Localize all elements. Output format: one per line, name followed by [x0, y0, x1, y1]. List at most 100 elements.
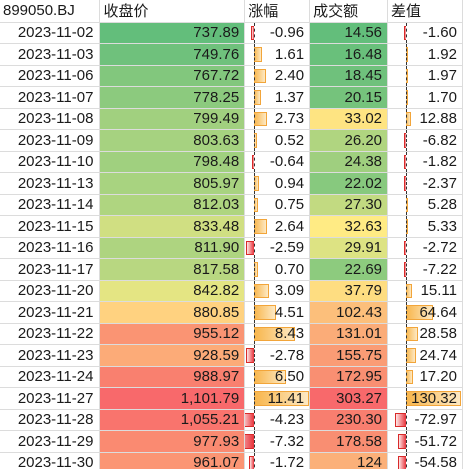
- amount-cell[interactable]: 27.30: [309, 194, 389, 216]
- amount-cell[interactable]: 32.63: [309, 215, 389, 238]
- diff-cell[interactable]: -7.22: [387, 258, 463, 281]
- date-cell[interactable]: 2023-11-30: [0, 452, 101, 469]
- amount-cell[interactable]: 22.69: [309, 258, 389, 281]
- amount-cell[interactable]: 303.27: [309, 387, 389, 410]
- date-cell[interactable]: 2023-11-17: [0, 258, 101, 281]
- change-cell[interactable]: 2.40: [244, 65, 311, 87]
- diff-cell[interactable]: 17.20: [387, 366, 463, 388]
- close-cell[interactable]: 833.48: [99, 215, 246, 238]
- change-cell[interactable]: -0.96: [244, 22, 311, 44]
- change-cell[interactable]: 3.09: [244, 280, 311, 302]
- date-cell[interactable]: 2023-11-21: [0, 301, 101, 324]
- date-cell[interactable]: 2023-11-06: [0, 65, 101, 87]
- change-cell[interactable]: -4.23: [244, 409, 311, 431]
- diff-cell[interactable]: 24.74: [387, 344, 463, 367]
- date-cell[interactable]: 2023-11-15: [0, 215, 101, 238]
- diff-cell[interactable]: -1.82: [387, 151, 463, 173]
- amount-cell[interactable]: 22.02: [309, 172, 389, 195]
- close-cell[interactable]: 811.90: [99, 237, 246, 259]
- amount-cell[interactable]: 37.79: [309, 280, 389, 302]
- diff-cell[interactable]: 64.64: [387, 301, 463, 324]
- diff-cell[interactable]: 12.88: [387, 108, 463, 130]
- diff-cell[interactable]: 1.97: [387, 65, 463, 87]
- diff-cell[interactable]: 5.28: [387, 194, 463, 216]
- change-cell[interactable]: -2.59: [244, 237, 311, 259]
- date-cell[interactable]: 2023-11-23: [0, 344, 101, 367]
- amount-cell[interactable]: 131.01: [309, 323, 389, 345]
- date-cell[interactable]: 2023-11-02: [0, 22, 101, 44]
- change-cell[interactable]: 0.70: [244, 258, 311, 281]
- change-cell[interactable]: 0.52: [244, 129, 311, 152]
- close-cell[interactable]: 977.93: [99, 430, 246, 453]
- change-cell[interactable]: 11.41: [244, 387, 311, 410]
- change-cell[interactable]: 2.64: [244, 215, 311, 238]
- change-cell[interactable]: -0.64: [244, 151, 311, 173]
- amount-cell[interactable]: 20.15: [309, 86, 389, 109]
- change-cell[interactable]: 2.73: [244, 108, 311, 130]
- amount-cell[interactable]: 16.48: [309, 43, 389, 66]
- close-cell[interactable]: 737.89: [99, 22, 246, 44]
- date-cell[interactable]: 2023-11-13: [0, 172, 101, 195]
- change-cell[interactable]: 8.43: [244, 323, 311, 345]
- amount-cell[interactable]: 26.20: [309, 129, 389, 152]
- close-cell[interactable]: 961.07: [99, 452, 246, 469]
- header-diff[interactable]: 差值: [387, 0, 463, 23]
- close-cell[interactable]: 880.85: [99, 301, 246, 324]
- close-cell[interactable]: 803.63: [99, 129, 246, 152]
- close-cell[interactable]: 1,101.79: [99, 387, 246, 410]
- diff-cell[interactable]: -51.72: [387, 430, 463, 453]
- close-cell[interactable]: 767.72: [99, 65, 246, 87]
- date-cell[interactable]: 2023-11-16: [0, 237, 101, 259]
- diff-cell[interactable]: 130.32: [387, 387, 463, 410]
- diff-cell[interactable]: -54.58: [387, 452, 463, 469]
- close-cell[interactable]: 778.25: [99, 86, 246, 109]
- amount-cell[interactable]: 33.02: [309, 108, 389, 130]
- amount-cell[interactable]: 24.38: [309, 151, 389, 173]
- date-cell[interactable]: 2023-11-09: [0, 129, 101, 152]
- diff-cell[interactable]: 15.11: [387, 280, 463, 302]
- diff-cell[interactable]: -2.37: [387, 172, 463, 195]
- amount-cell[interactable]: 29.91: [309, 237, 389, 259]
- amount-cell[interactable]: 230.30: [309, 409, 389, 431]
- close-cell[interactable]: 798.48: [99, 151, 246, 173]
- change-cell[interactable]: 0.94: [244, 172, 311, 195]
- diff-cell[interactable]: -6.82: [387, 129, 463, 152]
- diff-cell[interactable]: -1.60: [387, 22, 463, 44]
- date-cell[interactable]: 2023-11-24: [0, 366, 101, 388]
- date-cell[interactable]: 2023-11-10: [0, 151, 101, 173]
- close-cell[interactable]: 928.59: [99, 344, 246, 367]
- diff-cell[interactable]: 28.58: [387, 323, 463, 345]
- date-cell[interactable]: 2023-11-28: [0, 409, 101, 431]
- change-cell[interactable]: 0.75: [244, 194, 311, 216]
- amount-cell[interactable]: 14.56: [309, 22, 389, 44]
- diff-cell[interactable]: -2.72: [387, 237, 463, 259]
- header-amount[interactable]: 成交额: [309, 0, 389, 23]
- change-cell[interactable]: -2.78: [244, 344, 311, 367]
- date-cell[interactable]: 2023-11-08: [0, 108, 101, 130]
- change-cell[interactable]: 6.50: [244, 366, 311, 388]
- header-change[interactable]: 涨幅: [244, 0, 311, 23]
- amount-cell[interactable]: 102.43: [309, 301, 389, 324]
- diff-cell[interactable]: 5.33: [387, 215, 463, 238]
- change-cell[interactable]: -1.72: [244, 452, 311, 469]
- diff-cell[interactable]: -72.97: [387, 409, 463, 431]
- date-cell[interactable]: 2023-11-22: [0, 323, 101, 345]
- close-cell[interactable]: 988.97: [99, 366, 246, 388]
- close-cell[interactable]: 799.49: [99, 108, 246, 130]
- date-cell[interactable]: 2023-11-27: [0, 387, 101, 410]
- amount-cell[interactable]: 172.95: [309, 366, 389, 388]
- change-cell[interactable]: -7.32: [244, 430, 311, 453]
- diff-cell[interactable]: 1.70: [387, 86, 463, 109]
- close-cell[interactable]: 955.12: [99, 323, 246, 345]
- amount-cell[interactable]: 18.45: [309, 65, 389, 87]
- diff-cell[interactable]: 1.92: [387, 43, 463, 66]
- header-ticker[interactable]: 899050.BJ: [0, 0, 101, 23]
- close-cell[interactable]: 805.97: [99, 172, 246, 195]
- amount-cell[interactable]: 178.58: [309, 430, 389, 453]
- close-cell[interactable]: 812.03: [99, 194, 246, 216]
- header-close[interactable]: 收盘价: [99, 0, 246, 23]
- change-cell[interactable]: 4.51: [244, 301, 311, 324]
- change-cell[interactable]: 1.37: [244, 86, 311, 109]
- date-cell[interactable]: 2023-11-29: [0, 430, 101, 453]
- date-cell[interactable]: 2023-11-07: [0, 86, 101, 109]
